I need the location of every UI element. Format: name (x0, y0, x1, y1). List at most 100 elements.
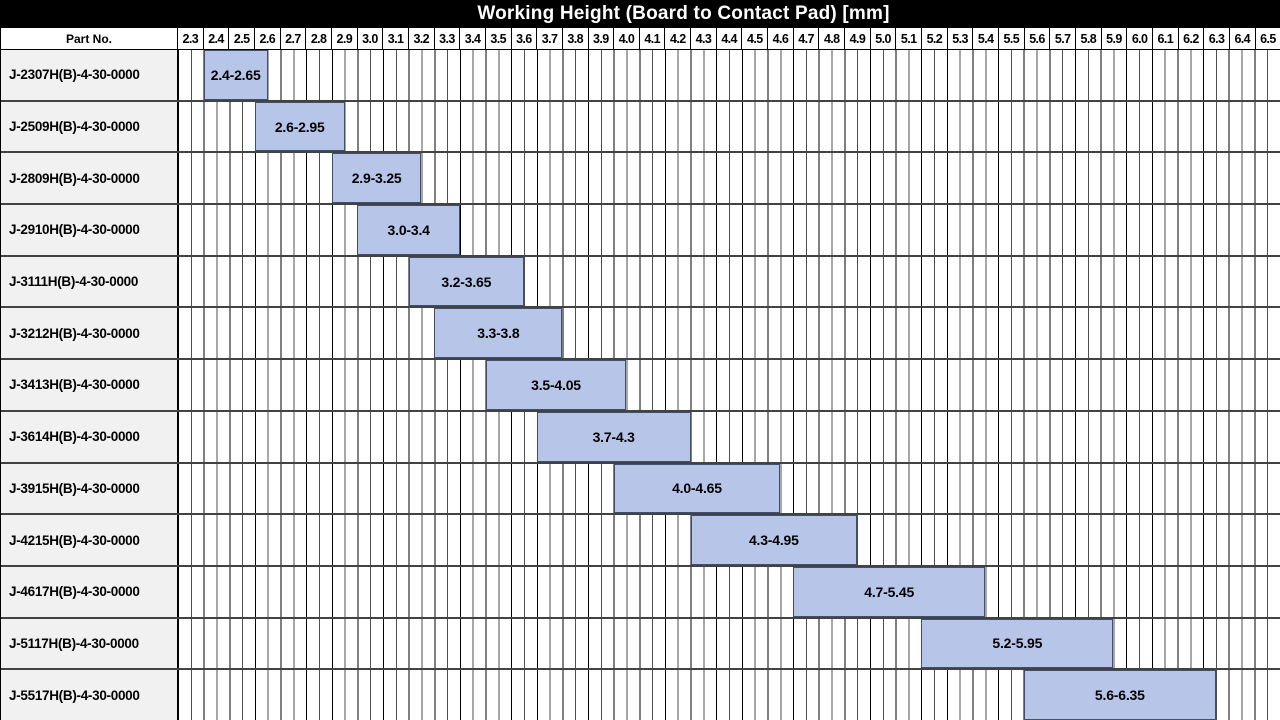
range-bar: 3.2-3.65 (408, 256, 524, 307)
row-grid: 3.3-3.8 (178, 308, 1280, 359)
axis-tick: 5.0 (871, 28, 897, 49)
range-label: 4.3-4.95 (748, 532, 799, 549)
axis-tick: 6.2 (1179, 28, 1205, 49)
part-no-cell: J-3111H(B)-4-30-0000 (1, 256, 178, 307)
range-label: 3.3-3.8 (477, 325, 520, 342)
row-grid: 3.0-3.4 (178, 205, 1280, 255)
axis-tick: 6.3 (1204, 28, 1230, 49)
axis-tick: 5.1 (896, 28, 923, 49)
part-no-cell: J-2910H(B)-4-30-0000 (1, 205, 178, 255)
part-no-cell: J-2509H(B)-4-30-0000 (1, 101, 178, 152)
axis-tick: 5.4 (973, 28, 999, 49)
range-bar: 3.7-4.3 (536, 411, 691, 462)
row-grid: 4.0-4.65 (178, 463, 1280, 514)
range-bar: 2.4-2.65 (203, 50, 268, 100)
range-bar: 5.2-5.95 (921, 618, 1114, 669)
axis-tick: 5.6 (1025, 28, 1051, 49)
range-label: 4.0-4.65 (672, 480, 722, 497)
table-row: J-4617H(B)-4-30-0000 4.7-5.45 (1, 564, 1280, 617)
table-row: J-3614H(B)-4-30-0000 3.7-4.3 (1, 409, 1280, 462)
table-row: J-2910H(B)-4-30-0000 3.0-3.4 (1, 203, 1280, 255)
range-bar: 5.6-6.35 (1023, 670, 1216, 720)
range-label: 3.2-3.65 (441, 273, 492, 290)
part-no-cell: J-3413H(B)-4-30-0000 (1, 360, 178, 410)
range-label: 3.5-4.05 (531, 376, 581, 393)
range-bar: 3.0-3.4 (357, 205, 460, 255)
axis-tick: 2.6 (255, 28, 281, 49)
axis-tick: 4.1 (640, 28, 666, 49)
axis-tick: 3.3 (435, 28, 461, 49)
axis-tick: 6.1 (1153, 28, 1179, 49)
axis-ticks: 2.3 2.4 2.5 2.6 2.7 2.8 2.9 3.0 3.1 3.2 3.3 3.4 3.5 3… (178, 28, 1280, 49)
axis-tick: 3.9 (589, 28, 615, 49)
chart-title: Working Height (Board to Contact Pad) [m… (1, 0, 1280, 28)
range-label: 2.6-2.95 (274, 118, 325, 135)
axis-tick: 2.5 (229, 28, 255, 49)
range-label: 3.0-3.4 (387, 221, 430, 238)
part-no-cell: J-3212H(B)-4-30-0000 (1, 308, 178, 359)
axis-tick: 3.6 (512, 28, 538, 49)
axis-tick: 3.7 (537, 28, 563, 49)
table-row: J-3413H(B)-4-30-0000 3.5-4.05 (1, 358, 1280, 410)
table-row: J-3111H(B)-4-30-0000 3.2-3.65 (1, 254, 1280, 307)
axis-tick: 2.3 (178, 28, 204, 49)
range-label: 5.2-5.95 (992, 635, 1043, 652)
axis-tick: 5.7 (1050, 28, 1076, 49)
row-grid: 3.5-4.05 (178, 360, 1280, 410)
row-grid: 4.7-5.45 (178, 566, 1280, 617)
axis-tick: 4.9 (845, 28, 871, 49)
table-row: J-5117H(B)-4-30-0000 5.2-5.95 (1, 616, 1280, 669)
table-row: J-3915H(B)-4-30-0000 4.0-4.65 (1, 461, 1280, 514)
row-grid: 2.6-2.95 (178, 101, 1280, 152)
range-bar: 4.7-5.45 (793, 566, 986, 617)
table-body: J-2307H(B)-4-30-0000 2.4-2.65 J-2509H(B)… (1, 50, 1280, 720)
row-grid: 2.9-3.25 (178, 153, 1280, 204)
part-no-cell: J-4215H(B)-4-30-0000 (1, 515, 178, 565)
axis-tick: 4.8 (819, 28, 846, 49)
axis-tick: 5.3 (948, 28, 974, 49)
row-grid: 3.2-3.65 (178, 256, 1280, 307)
table-row: J-5517H(B)-4-30-0000 5.6-6.35 (1, 668, 1280, 720)
table-row: J-2809H(B)-4-30-0000 2.9-3.25 (1, 151, 1280, 204)
row-grid: 3.7-4.3 (178, 411, 1280, 462)
axis-tick: 3.4 (460, 28, 486, 49)
part-no-cell: J-2307H(B)-4-30-0000 (1, 50, 178, 100)
axis-tick: 4.2 (665, 28, 692, 49)
range-label: 2.9-3.25 (351, 170, 402, 187)
row-grid: 4.3-4.95 (178, 515, 1280, 565)
range-label: 2.4-2.65 (210, 66, 261, 83)
axis-tick: 2.7 (281, 28, 307, 49)
table-row: J-2509H(B)-4-30-0000 2.6-2.95 (1, 99, 1280, 152)
table-row: J-2307H(B)-4-30-0000 2.4-2.65 (1, 50, 1280, 100)
part-no-cell: J-2809H(B)-4-30-0000 (1, 153, 178, 204)
axis-tick: 6.4 (1230, 28, 1256, 49)
range-bar: 4.3-4.95 (690, 515, 858, 565)
axis-tick: 4.3 (691, 28, 717, 49)
row-grid: 2.4-2.65 (178, 50, 1280, 100)
range-label: 3.7-4.3 (592, 428, 635, 445)
table-row: J-3212H(B)-4-30-0000 3.3-3.8 (1, 306, 1280, 359)
range-bar: 3.5-4.05 (485, 360, 627, 410)
range-bar: 4.0-4.65 (613, 463, 781, 514)
axis-tick: 3.1 (383, 28, 409, 49)
part-no-cell: J-5117H(B)-4-30-0000 (1, 618, 178, 669)
range-bar: 2.6-2.95 (254, 101, 345, 152)
range-label: 5.6-6.35 (1094, 687, 1145, 704)
part-no-cell: J-4617H(B)-4-30-0000 (1, 566, 178, 617)
axis-tick: 5.5 (999, 28, 1025, 49)
axis-tick: 2.9 (332, 28, 358, 49)
range-bar: 3.3-3.8 (434, 308, 563, 359)
axis-tick: 2.4 (204, 28, 230, 49)
axis-tick: 5.2 (922, 28, 948, 49)
part-no-cell: J-5517H(B)-4-30-0000 (1, 670, 178, 720)
row-grid: 5.6-6.35 (178, 670, 1280, 720)
axis-tick: 3.2 (409, 28, 435, 49)
row-grid: 5.2-5.95 (178, 618, 1280, 669)
part-no-cell: J-3614H(B)-4-30-0000 (1, 411, 178, 462)
axis-tick: 3.8 (563, 28, 589, 49)
axis-tick: 4.6 (768, 28, 794, 49)
axis-tick: 4.7 (794, 28, 820, 49)
part-no-cell: J-3915H(B)-4-30-0000 (1, 463, 178, 514)
range-label: 4.7-5.45 (864, 583, 915, 600)
axis-tick: 4.0 (614, 28, 640, 49)
